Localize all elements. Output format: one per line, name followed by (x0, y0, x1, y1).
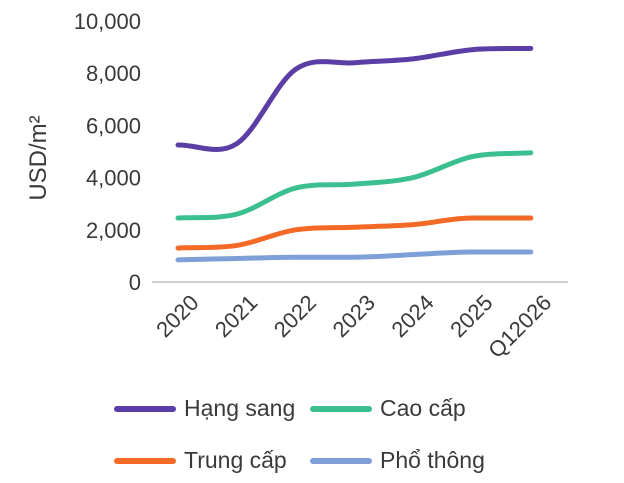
legend-item-cao-cap: Cao cấp (310, 395, 466, 422)
legend-swatch (114, 457, 176, 464)
legend-swatch (310, 457, 372, 464)
legend-label: Hạng sang (184, 395, 296, 421)
y-axis-ticks: 0 2,000 4,000 6,000 8,000 10,000 (74, 9, 141, 295)
legend-swatch (114, 405, 176, 412)
x-tick-label: 2023 (328, 290, 380, 342)
legend-label: Cao cấp (380, 395, 466, 421)
x-tick-label: 2025 (445, 290, 497, 342)
y-tick-label: 6,000 (86, 113, 141, 138)
legend-swatch (310, 405, 372, 412)
series-line (175, 249, 534, 263)
legend-item-pho-thong: Phổ thông (310, 447, 485, 474)
series-line (175, 45, 534, 153)
legend-label: Phổ thông (380, 447, 485, 473)
series-line (175, 215, 534, 251)
legend-item-hang-sang: Hạng sang (114, 395, 295, 422)
y-tick-label: 2,000 (86, 218, 141, 243)
y-axis-label: USD/m² (25, 115, 52, 200)
y-tick-label: 0 (129, 270, 141, 295)
y-tick-label: 10,000 (74, 9, 141, 34)
legend-label: Trung cấp (184, 447, 287, 473)
x-tick-label: 2024 (386, 290, 438, 342)
series-lines (175, 45, 534, 263)
legend-item-trung-cap: Trung cấp (114, 447, 287, 474)
x-tick-label: 2020 (151, 290, 203, 342)
x-tick-label: Q12026 (483, 290, 556, 363)
y-tick-label: 8,000 (86, 61, 141, 86)
series-line (175, 150, 534, 221)
x-tick-label: 2022 (269, 290, 321, 342)
x-tick-label: 2021 (210, 290, 262, 342)
y-tick-label: 4,000 (86, 166, 141, 191)
